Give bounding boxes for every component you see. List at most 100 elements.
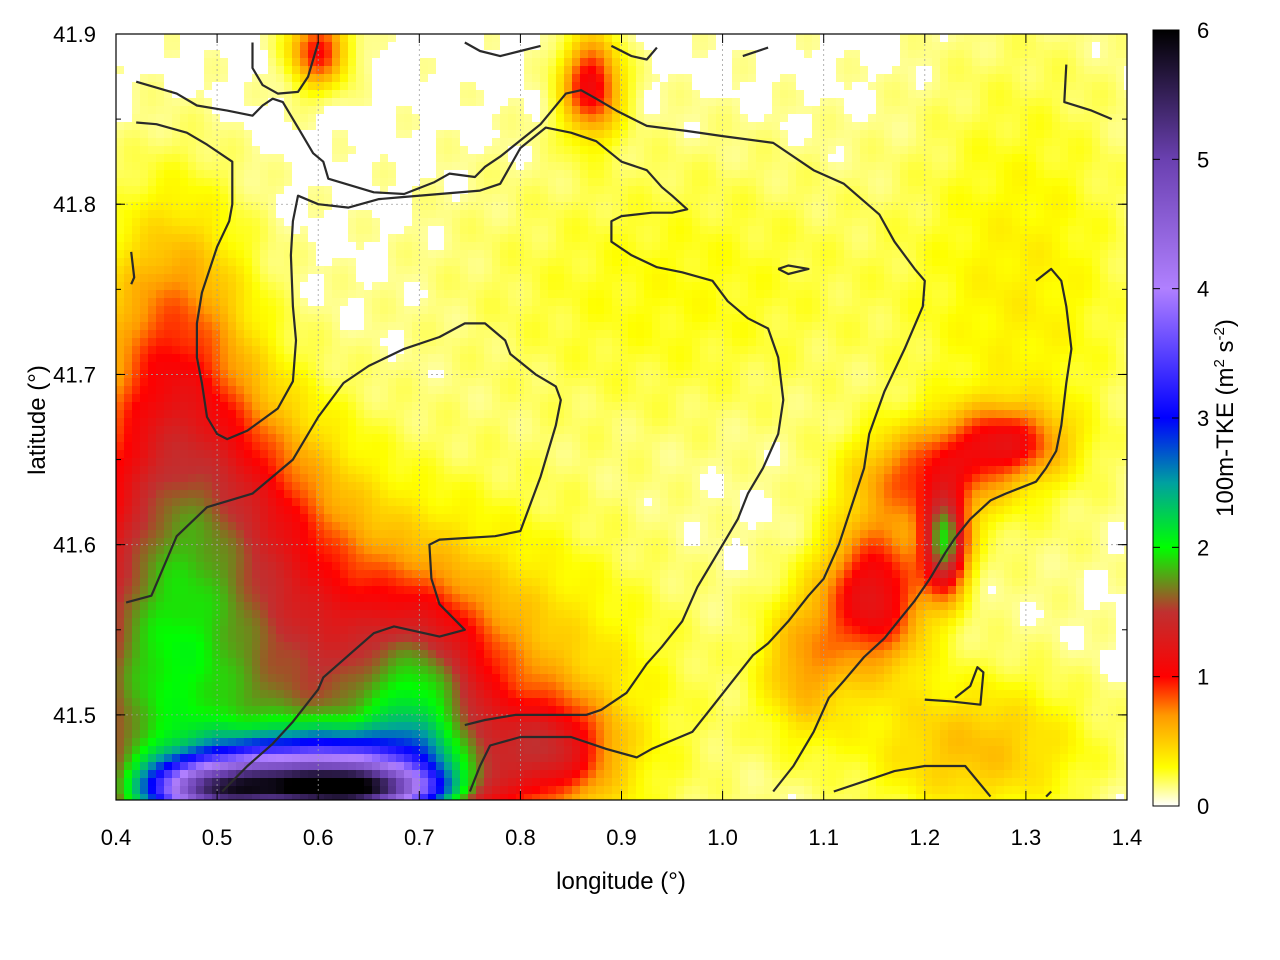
heat-cell xyxy=(364,82,372,90)
heat-cell xyxy=(940,370,948,378)
heat-cell xyxy=(732,346,740,354)
heat-cell xyxy=(988,266,996,274)
heat-cell xyxy=(316,378,324,386)
heat-cell xyxy=(292,42,300,50)
heat-cell xyxy=(284,50,292,58)
heat-cell xyxy=(964,34,972,42)
heat-cell xyxy=(1036,138,1044,146)
heat-cell xyxy=(612,234,620,242)
heat-cell xyxy=(644,282,652,290)
heat-cell xyxy=(676,266,684,274)
heat-cell xyxy=(692,202,700,210)
heat-cell xyxy=(420,386,428,394)
heat-cell xyxy=(756,194,764,202)
heat-cell xyxy=(1100,58,1108,66)
heat-cell xyxy=(876,146,884,154)
heat-cell xyxy=(196,130,204,138)
heat-cell xyxy=(348,282,356,290)
heat-cell xyxy=(652,346,660,354)
heat-cell xyxy=(508,138,516,146)
heat-cell xyxy=(812,322,820,330)
heat-cell xyxy=(652,194,660,202)
heat-cell xyxy=(300,50,308,58)
heat-cell xyxy=(1124,114,1127,122)
heat-cell xyxy=(204,250,212,258)
heat-cell xyxy=(756,210,764,218)
heat-cell xyxy=(1012,322,1020,330)
heat-cell xyxy=(1076,210,1084,218)
heat-cell xyxy=(652,138,660,146)
heat-cell xyxy=(1036,338,1044,346)
heat-cell xyxy=(644,274,652,282)
heat-cell xyxy=(892,218,900,226)
heat-cell xyxy=(692,194,700,202)
heat-cell xyxy=(220,266,228,274)
heat-cell xyxy=(276,226,284,234)
heat-cell xyxy=(1076,250,1084,258)
heat-cell xyxy=(1092,226,1100,234)
heat-cell xyxy=(1012,314,1020,322)
heat-cell xyxy=(1124,338,1127,346)
heat-cell xyxy=(964,130,972,138)
heat-cell xyxy=(924,202,932,210)
heat-cell xyxy=(596,394,604,402)
heat-cell xyxy=(324,42,332,50)
heat-cell xyxy=(204,138,212,146)
heat-cell xyxy=(1012,234,1020,242)
heat-cell xyxy=(788,314,796,322)
heat-cell xyxy=(660,290,668,298)
heat-cell xyxy=(860,314,868,322)
heat-cell xyxy=(380,322,388,330)
heat-cell xyxy=(836,330,844,338)
heat-cell xyxy=(948,162,956,170)
heat-cell xyxy=(532,346,540,354)
heat-cell xyxy=(1068,42,1076,50)
heat-cell xyxy=(1108,226,1116,234)
heat-cell xyxy=(908,154,916,162)
heat-cell xyxy=(908,210,916,218)
heat-cell xyxy=(700,394,708,402)
heat-cell xyxy=(180,298,188,306)
heat-cell xyxy=(620,282,628,290)
heat-cell xyxy=(684,154,692,162)
heat-cell xyxy=(892,370,900,378)
heat-cell xyxy=(604,386,612,394)
heat-cell xyxy=(588,82,596,90)
heat-cell xyxy=(924,314,932,322)
heat-cell xyxy=(596,290,604,298)
heat-cell xyxy=(964,162,972,170)
heat-cell xyxy=(508,114,516,122)
heat-cell xyxy=(716,386,724,394)
heat-cell xyxy=(780,306,788,314)
heat-cell xyxy=(1124,234,1127,242)
heat-cell xyxy=(548,394,556,402)
heat-cell xyxy=(652,274,660,282)
heat-cell xyxy=(812,314,820,322)
heat-cell xyxy=(428,194,436,202)
heat-cell xyxy=(652,242,660,250)
heat-cell xyxy=(1028,298,1036,306)
heat-cell xyxy=(468,266,476,274)
heat-cell xyxy=(508,194,516,202)
heat-cell xyxy=(596,242,604,250)
heat-cell xyxy=(412,202,420,210)
heat-cell xyxy=(852,354,860,362)
heat-cell xyxy=(1076,266,1084,274)
heat-cell xyxy=(836,194,844,202)
heat-cell xyxy=(956,210,964,218)
heat-cell xyxy=(484,154,492,162)
heat-cell xyxy=(1036,50,1044,58)
heat-cell xyxy=(276,378,284,386)
heat-cell xyxy=(988,218,996,226)
heat-cell xyxy=(788,202,796,210)
heat-cell xyxy=(1020,106,1028,114)
heat-cell xyxy=(1068,330,1076,338)
heat-cell xyxy=(748,146,756,154)
heat-cell xyxy=(580,314,588,322)
heat-cell xyxy=(988,314,996,322)
heat-cell xyxy=(724,234,732,242)
heat-cell xyxy=(748,122,756,130)
heat-cell xyxy=(212,370,220,378)
heat-cell xyxy=(748,154,756,162)
heat-cell xyxy=(980,226,988,234)
